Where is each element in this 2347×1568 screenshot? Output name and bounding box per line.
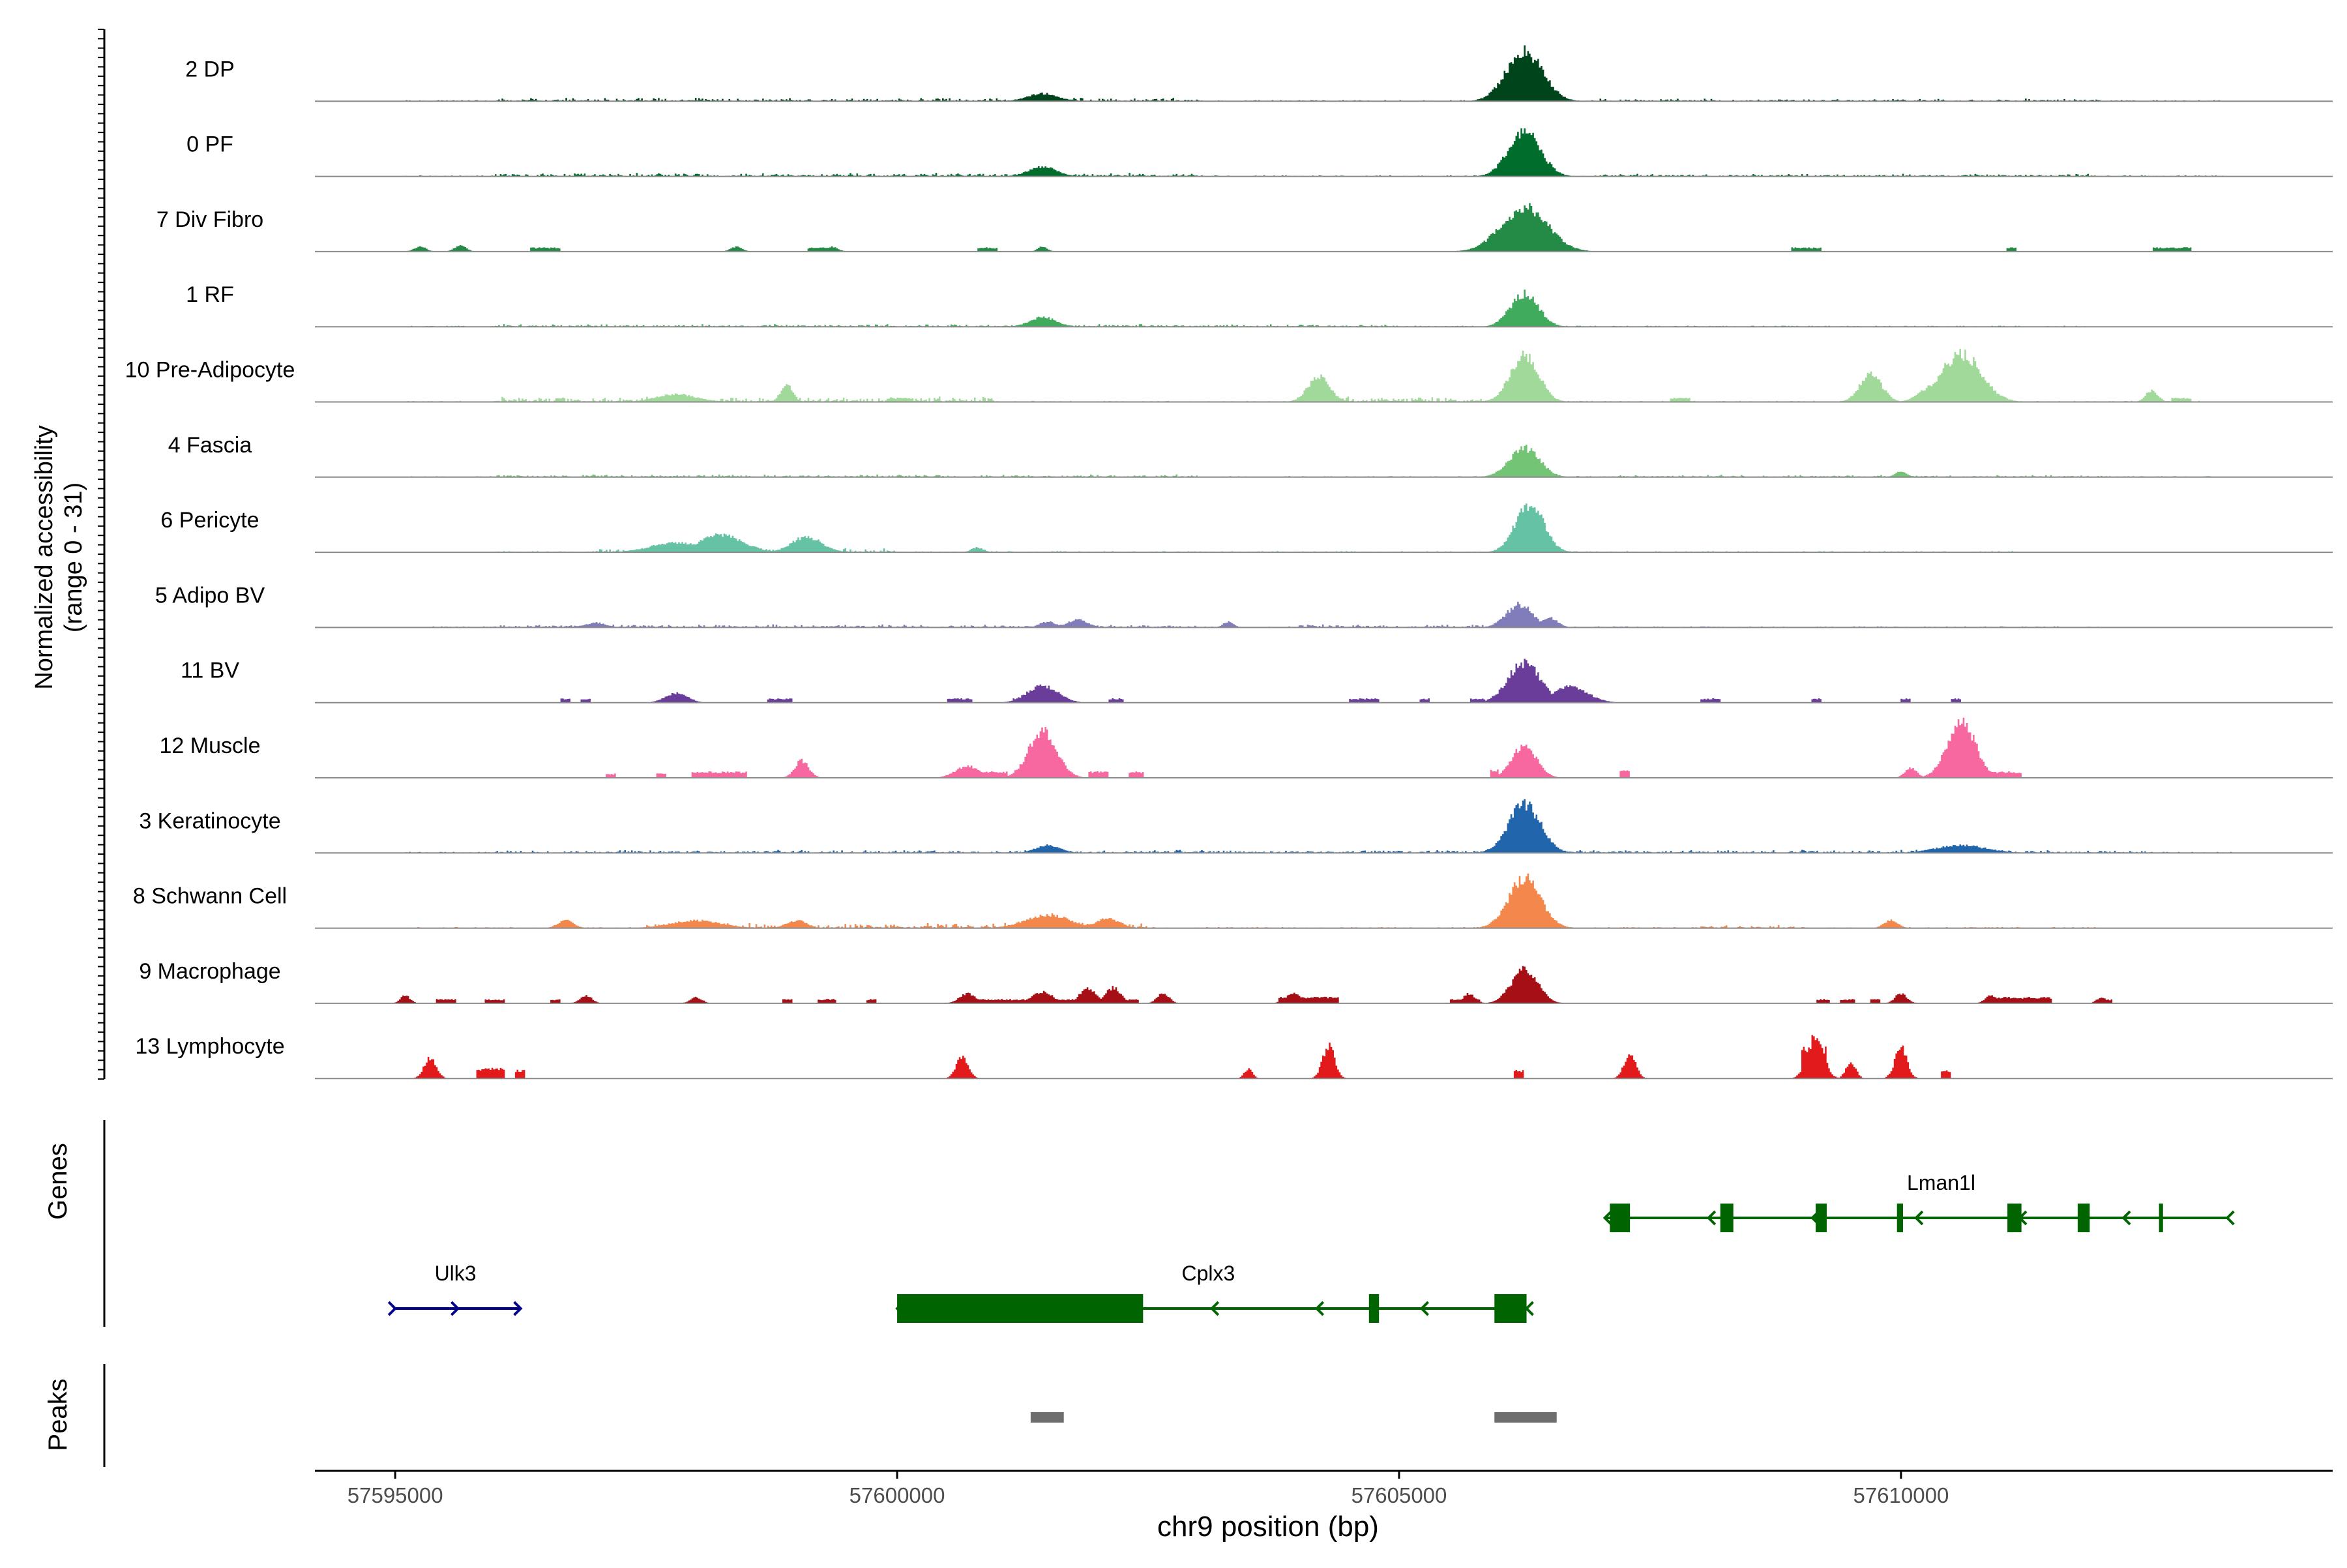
coverage-track: 0 PF	[186, 128, 2333, 177]
track-label: 11 BV	[181, 658, 239, 683]
coverage-track: 13 Lymphocyte	[135, 1034, 2333, 1080]
y-axis-label-line1: Normalized accessibility	[31, 425, 58, 689]
strand-arrow	[1209, 1301, 1220, 1316]
genes-panel-label: Genes	[44, 1143, 72, 1220]
gene-exon	[2077, 1204, 2090, 1232]
strand-arrow	[1524, 1301, 1534, 1316]
track-label: 4 Fascia	[168, 433, 252, 458]
gene-exon	[1368, 1294, 1380, 1323]
peaks-panel-label: Peaks	[44, 1378, 72, 1451]
peak-panel	[103, 1364, 1557, 1467]
gene-exon	[1610, 1204, 1631, 1232]
strand-arrow	[450, 1301, 460, 1316]
gene-exon	[1816, 1204, 1827, 1232]
coverage-track: 10 Pre-Adipocyte	[125, 349, 2333, 403]
strand-arrow	[1419, 1301, 1430, 1316]
track-label: 0 PF	[186, 132, 233, 157]
strand-arrow	[2225, 1210, 2235, 1226]
track-label: 8 Schwann Cell	[133, 884, 287, 909]
gene-label: Ulk3	[435, 1262, 477, 1285]
coverage-track: 3 Keratinocyte	[139, 799, 2333, 854]
strand-arrow	[1314, 1301, 1325, 1316]
coverage-area	[315, 1035, 2333, 1079]
coverage-panel: 2 DP 0 PF 7 Div Fibro 1 RF 10 Pre-Adipocyte 4…	[98, 29, 2333, 1080]
coverage-track: 12 Muscle	[160, 717, 2333, 778]
coverage-track: 8 Schwann Cell	[133, 873, 2333, 929]
gene-panel: Ulk3 Cplx3 Lman1l	[103, 1120, 2235, 1327]
peak-region	[1030, 1412, 1064, 1423]
gene-label: Cplx3	[1182, 1262, 1235, 1285]
coverage-track: 9 Macrophage	[139, 959, 2333, 1004]
strand-arrow	[513, 1301, 523, 1316]
gene-exon	[2159, 1204, 2163, 1232]
coverage-track: 4 Fascia	[168, 433, 2333, 478]
coverage-track: 1 RF	[186, 282, 2333, 328]
track-label: 12 Muscle	[160, 733, 261, 758]
x-axis-tick-label: 57610000	[1853, 1483, 1949, 1507]
x-axis-tick-label: 57595000	[347, 1483, 443, 1507]
track-label: 3 Keratinocyte	[139, 808, 280, 833]
coverage-track: 6 Pericyte	[160, 503, 2333, 554]
track-label: 5 Adipo BV	[155, 583, 265, 608]
strand-arrow	[1914, 1210, 1924, 1226]
track-label: 7 Div Fibro	[156, 207, 263, 232]
y-axis-label-line2: (range 0 - 31)	[60, 482, 87, 632]
gene-exon	[1720, 1204, 1734, 1232]
gene-label: Lman1l	[1907, 1171, 1975, 1194]
coverage-area	[315, 503, 2333, 553]
track-label: 2 DP	[185, 57, 235, 81]
x-axis: 57595000 57600000 57605000 57610000	[315, 1470, 2333, 1507]
track-label: 6 Pericyte	[160, 508, 259, 533]
gene-model: Lman1l	[1602, 1171, 2235, 1232]
gene-exon	[1494, 1294, 1527, 1323]
x-axis-tick-label: 57600000	[849, 1483, 945, 1507]
peak-region	[1494, 1412, 1557, 1423]
gene-model: Cplx3	[895, 1262, 1534, 1323]
gene-exon	[1897, 1204, 1903, 1232]
x-axis-title: chr9 position (bp)	[1157, 1511, 1379, 1543]
track-label: 13 Lymphocyte	[135, 1034, 284, 1059]
coverage-track: 5 Adipo BV	[155, 583, 2333, 629]
coverage-track: 7 Div Fibro	[156, 203, 2333, 252]
strand-arrow	[387, 1301, 398, 1316]
gene-exon	[2007, 1204, 2022, 1232]
strand-arrow	[2121, 1210, 2131, 1226]
gene-exon	[897, 1294, 1144, 1323]
coverage-area	[315, 349, 2333, 402]
strand-arrow	[1602, 1210, 1613, 1226]
x-axis-tick-label: 57605000	[1351, 1483, 1447, 1507]
gene-model: Ulk3	[387, 1262, 523, 1316]
track-label: 1 RF	[186, 282, 234, 307]
coverage-track: 11 BV	[181, 658, 2333, 703]
track-label: 10 Pre-Adipocyte	[125, 358, 295, 383]
strand-arrow	[1706, 1210, 1717, 1226]
track-label: 9 Macrophage	[139, 959, 280, 984]
coverage-track: 2 DP	[185, 45, 2333, 102]
